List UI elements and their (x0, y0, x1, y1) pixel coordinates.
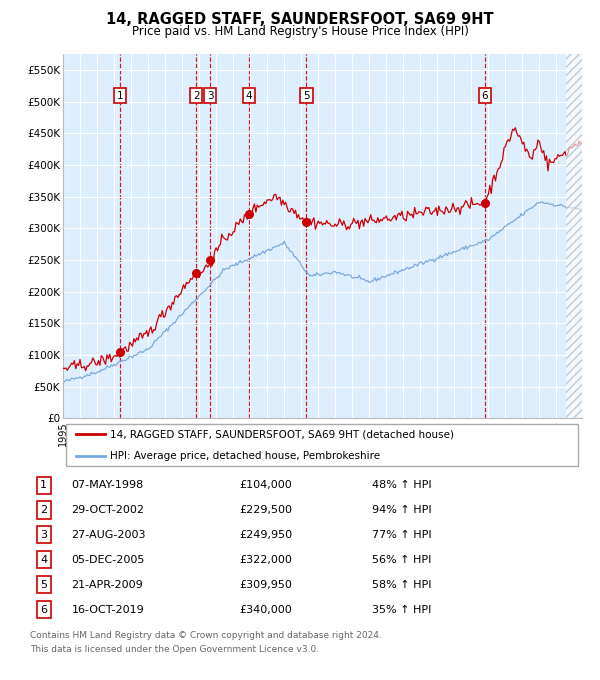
Text: 4: 4 (40, 555, 47, 565)
Text: HPI: Average price, detached house, Pembrokeshire: HPI: Average price, detached house, Pemb… (110, 452, 380, 461)
Text: 5: 5 (303, 90, 310, 101)
Text: 2: 2 (40, 505, 47, 515)
Text: £322,000: £322,000 (240, 555, 293, 565)
Text: 2: 2 (193, 90, 200, 101)
Text: 14, RAGGED STAFF, SAUNDERSFOOT, SA69 9HT (detached house): 14, RAGGED STAFF, SAUNDERSFOOT, SA69 9HT… (110, 429, 454, 439)
Text: 3: 3 (40, 530, 47, 540)
Text: 21-APR-2009: 21-APR-2009 (71, 580, 143, 590)
Text: Contains HM Land Registry data © Crown copyright and database right 2024.: Contains HM Land Registry data © Crown c… (30, 631, 382, 640)
FancyBboxPatch shape (65, 424, 578, 466)
Text: 58% ↑ HPI: 58% ↑ HPI (372, 580, 432, 590)
Text: This data is licensed under the Open Government Licence v3.0.: This data is licensed under the Open Gov… (30, 645, 319, 653)
Text: £309,950: £309,950 (240, 580, 293, 590)
Text: 1: 1 (40, 480, 47, 490)
Text: Price paid vs. HM Land Registry's House Price Index (HPI): Price paid vs. HM Land Registry's House … (131, 25, 469, 38)
Bar (566, 54, 582, 418)
Text: 35% ↑ HPI: 35% ↑ HPI (372, 605, 431, 615)
Text: 07-MAY-1998: 07-MAY-1998 (71, 480, 143, 490)
Text: 1: 1 (116, 90, 124, 101)
Text: 6: 6 (40, 605, 47, 615)
Text: 6: 6 (482, 90, 488, 101)
Text: 29-OCT-2002: 29-OCT-2002 (71, 505, 145, 515)
Text: 4: 4 (245, 90, 253, 101)
Text: 16-OCT-2019: 16-OCT-2019 (71, 605, 144, 615)
Text: £104,000: £104,000 (240, 480, 293, 490)
Text: £249,950: £249,950 (240, 530, 293, 540)
Text: 14, RAGGED STAFF, SAUNDERSFOOT, SA69 9HT: 14, RAGGED STAFF, SAUNDERSFOOT, SA69 9HT (106, 12, 494, 27)
Text: 77% ↑ HPI: 77% ↑ HPI (372, 530, 432, 540)
Text: £340,000: £340,000 (240, 605, 293, 615)
Text: 5: 5 (40, 580, 47, 590)
Text: 3: 3 (207, 90, 214, 101)
Text: 56% ↑ HPI: 56% ↑ HPI (372, 555, 431, 565)
Text: 48% ↑ HPI: 48% ↑ HPI (372, 480, 432, 490)
Text: £229,500: £229,500 (240, 505, 293, 515)
Text: 27-AUG-2003: 27-AUG-2003 (71, 530, 146, 540)
Text: 94% ↑ HPI: 94% ↑ HPI (372, 505, 432, 515)
Text: 05-DEC-2005: 05-DEC-2005 (71, 555, 145, 565)
